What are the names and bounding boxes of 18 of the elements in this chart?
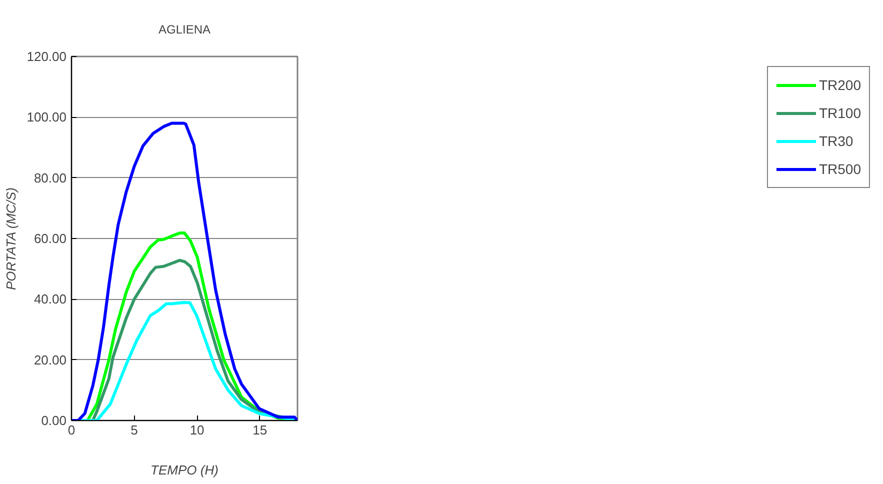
y-tick-label: 0.00 <box>41 413 67 428</box>
x-tick-label: 5 <box>130 422 138 438</box>
legend-label: TR100 <box>818 105 861 121</box>
legend-label: TR200 <box>818 77 861 93</box>
x-tick-label: 10 <box>190 422 204 438</box>
x-tick-label: 0 <box>68 422 76 438</box>
chart-title: AGLIENA <box>158 22 211 36</box>
y-tick-label: 80.00 <box>34 170 67 186</box>
legend-label: TR30 <box>818 133 854 149</box>
y-tick-label: 120.00 <box>26 49 67 64</box>
y-tick-label: 40.00 <box>34 292 67 307</box>
y-tick-label: 20.00 <box>34 352 67 368</box>
legend-label: TR500 <box>818 161 861 177</box>
y-axis-title: PORTATA (MC/S) <box>4 187 19 290</box>
x-tick-label: 15 <box>252 422 268 438</box>
y-tick-label: 60.00 <box>34 231 67 246</box>
x-axis-title: TEMPO (H) <box>150 462 218 478</box>
y-tick-label: 100.00 <box>26 110 67 125</box>
